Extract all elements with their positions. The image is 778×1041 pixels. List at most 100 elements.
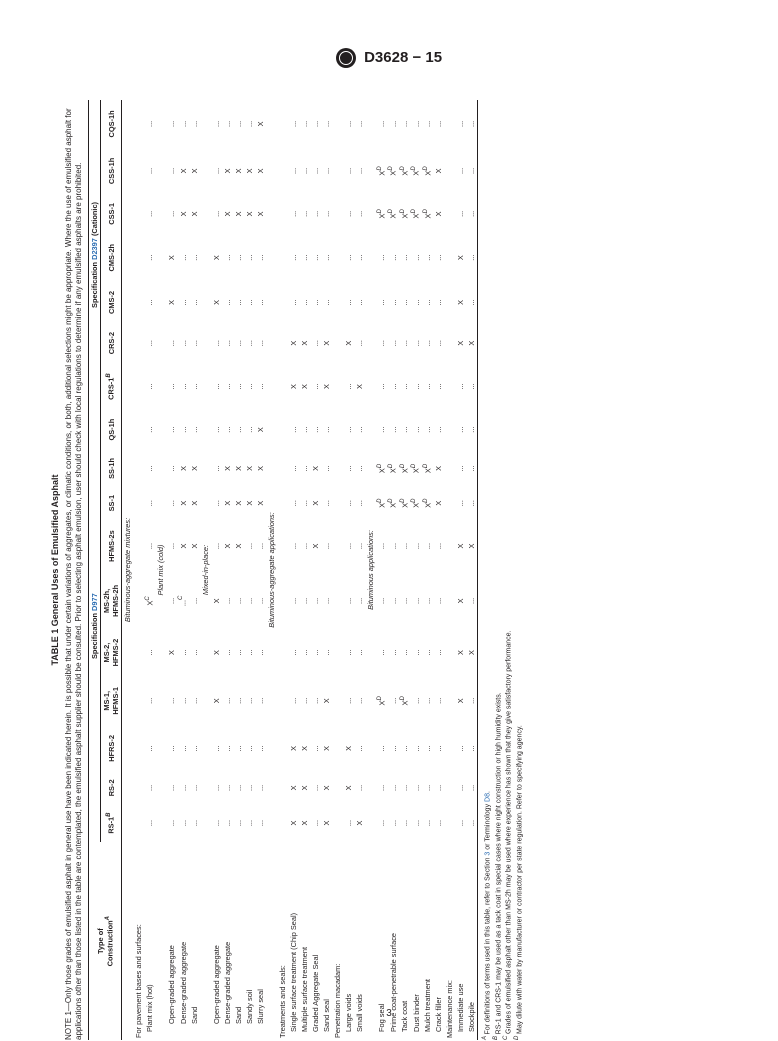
data-cell: ... <box>410 100 421 148</box>
data-cell: ... <box>354 677 365 725</box>
data-cell: ... <box>433 519 444 574</box>
data-cell: ... <box>244 628 255 676</box>
data-cell: ... <box>321 410 332 449</box>
data-cell: X <box>222 519 233 574</box>
doc-header: D3628 − 15 <box>0 48 778 68</box>
data-cell: ... <box>177 804 188 843</box>
data-cell: ... <box>399 282 410 323</box>
data-cell: ... <box>222 677 233 725</box>
data-cell: X <box>166 282 177 323</box>
data-cell <box>332 519 343 574</box>
data-cell <box>277 148 288 194</box>
data-cell: ... <box>233 677 244 725</box>
data-cell: ... <box>144 410 155 449</box>
data-cell: ... <box>410 677 421 725</box>
data-cell: ... <box>399 772 410 804</box>
data-cell: ... <box>244 725 255 772</box>
data-cell <box>133 573 144 628</box>
data-cell: ... <box>222 573 233 628</box>
data-cell: ... <box>222 363 233 410</box>
data-cell: X <box>222 449 233 487</box>
data-cell: ... <box>422 804 433 843</box>
data-cell: ... <box>466 282 478 323</box>
data-cell: ... <box>211 100 222 148</box>
data-cell <box>332 628 343 676</box>
data-cell: ... <box>299 234 310 282</box>
data-cell <box>133 677 144 725</box>
data-cell: X <box>299 323 310 363</box>
uses-table: Type of ConstructionA Specification D977… <box>88 100 478 1040</box>
data-cell: ... <box>399 628 410 676</box>
data-cell: ... <box>144 725 155 772</box>
data-cell: ... <box>310 282 321 323</box>
data-cell: ... <box>321 194 332 233</box>
data-cell: X <box>244 488 255 519</box>
data-cell: ... <box>233 100 244 148</box>
data-cell: X <box>255 449 266 487</box>
data-cell: ... <box>399 410 410 449</box>
data-cell: X <box>433 449 444 487</box>
data-cell: ... <box>244 772 255 804</box>
data-cell: ... <box>233 234 244 282</box>
col-header: SS-1h <box>101 449 122 487</box>
data-cell: XD <box>376 148 387 194</box>
data-cell: ... <box>166 323 177 363</box>
data-cell: ... <box>343 410 354 449</box>
data-cell: ... <box>189 282 200 323</box>
data-cell: XD <box>376 449 387 487</box>
data-cell: ... <box>455 148 466 194</box>
data-cell: ... <box>433 363 444 410</box>
data-cell: X <box>288 725 299 772</box>
data-cell: ... <box>387 519 398 574</box>
data-cell: ... <box>387 677 398 725</box>
data-cell: ... <box>222 725 233 772</box>
data-cell: ... <box>177 772 188 804</box>
data-cell: ... <box>177 677 188 725</box>
row-header-top: Type of <box>96 928 105 954</box>
data-cell <box>444 323 455 363</box>
data-cell: XC <box>144 573 155 628</box>
data-cell: ... <box>343 488 354 519</box>
footnote: D May dilute with water by manufacturer … <box>514 100 524 1040</box>
data-cell: X <box>455 677 466 725</box>
data-cell: XD <box>376 488 387 519</box>
astm-logo-icon <box>336 48 356 68</box>
data-cell <box>332 725 343 772</box>
data-cell: ... <box>255 725 266 772</box>
data-cell: X <box>455 519 466 574</box>
data-cell <box>444 772 455 804</box>
data-cell: ... <box>466 725 478 772</box>
data-cell: ... <box>354 725 365 772</box>
data-cell: X <box>189 488 200 519</box>
footnote: C Grades of emulsified asphalt other tha… <box>503 100 513 1040</box>
row-header-bot: Construction <box>105 920 114 966</box>
data-cell: ... <box>343 519 354 574</box>
data-cell <box>332 410 343 449</box>
data-cell <box>444 148 455 194</box>
data-cell: ... <box>189 363 200 410</box>
data-cell: ... <box>455 804 466 843</box>
data-cell: ... <box>288 488 299 519</box>
data-cell: ... <box>144 804 155 843</box>
data-cell: ... <box>410 323 421 363</box>
data-cell <box>444 234 455 282</box>
data-cell: X <box>354 363 365 410</box>
data-cell: ... <box>410 282 421 323</box>
data-cell: ... <box>177 282 188 323</box>
data-cell: X <box>244 194 255 233</box>
data-cell: XD <box>410 194 421 233</box>
data-cell: ... <box>233 772 244 804</box>
data-cell: ... <box>288 628 299 676</box>
data-cell: ... <box>255 282 266 323</box>
data-cell: X <box>177 148 188 194</box>
data-cell: X <box>310 449 321 487</box>
data-cell: XD <box>376 677 387 725</box>
data-cell: X <box>299 804 310 843</box>
data-cell: X <box>189 148 200 194</box>
data-cell: X <box>310 519 321 574</box>
data-cell <box>277 573 288 628</box>
data-cell: ... <box>310 677 321 725</box>
data-cell: ... <box>455 772 466 804</box>
data-cell: ... <box>399 363 410 410</box>
data-cell: ... <box>466 100 478 148</box>
